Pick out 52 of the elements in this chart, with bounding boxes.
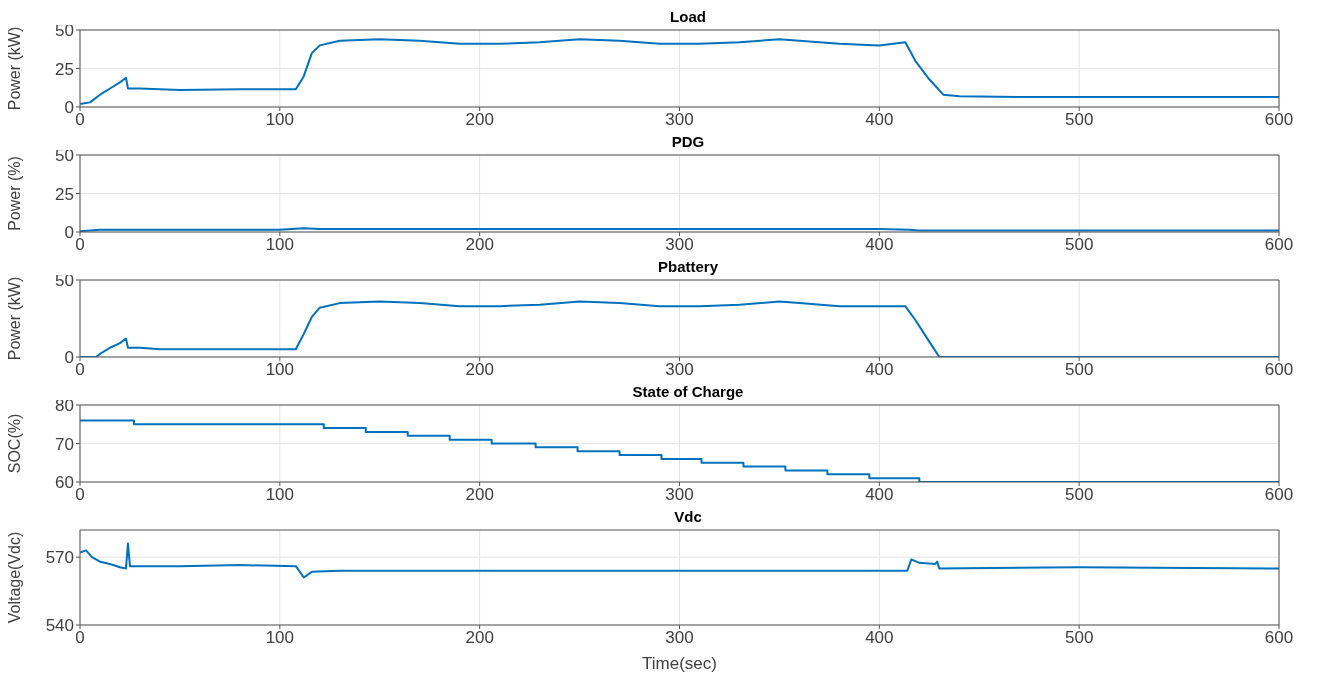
- x-tick-label: 600: [1264, 360, 1294, 380]
- x-tick-label: 100: [265, 628, 295, 648]
- y-axis-title: Power (%): [5, 156, 23, 231]
- y-tick-label: 80: [55, 396, 74, 416]
- y-axis-title: Power (kW): [5, 276, 23, 361]
- x-tick-label: 200: [465, 235, 494, 255]
- y-tick-label: 25: [55, 59, 74, 79]
- x-tick-label: 500: [1064, 235, 1094, 255]
- x-tick-label: 100: [265, 235, 295, 255]
- x-tick-label: 400: [865, 110, 894, 130]
- x-tick-label: 300: [665, 360, 694, 380]
- x-tick-label: 100: [265, 360, 295, 380]
- x-tick-label: 600: [1264, 628, 1294, 648]
- y-tick-label: 540: [45, 616, 74, 636]
- x-tick-label: 400: [865, 235, 894, 255]
- x-tick-label: 200: [465, 110, 494, 130]
- y-axis-title: Voltage(Vdc): [5, 531, 23, 624]
- x-tick-label: 300: [665, 235, 694, 255]
- x-tick-label: 300: [665, 628, 694, 648]
- y-tick-label: 70: [55, 434, 74, 454]
- y-axis-title: Power (kW): [5, 26, 23, 111]
- y-axis-title: SOC(%): [5, 413, 23, 474]
- x-tick-label: 600: [1264, 110, 1294, 130]
- x-tick-label: 300: [665, 485, 694, 505]
- x-tick-label: 200: [465, 628, 494, 648]
- x-tick-label: 500: [1064, 485, 1094, 505]
- y-tick-label: 50: [55, 271, 74, 291]
- x-tick-label: 100: [265, 110, 295, 130]
- chart-title: Load: [670, 8, 706, 25]
- y-tick-label: 25: [55, 184, 74, 204]
- x-tick-label: 600: [1264, 485, 1294, 505]
- x-tick-label: 600: [1264, 235, 1294, 255]
- y-tick-label: 60: [55, 473, 74, 493]
- line-series: [80, 542, 1279, 579]
- y-tick-label: 570: [45, 548, 74, 568]
- chart-title: Pbattery: [657, 258, 719, 275]
- x-tick-label: 200: [465, 360, 494, 380]
- y-tick-label: 50: [55, 146, 74, 166]
- x-tick-label: 500: [1064, 628, 1094, 648]
- chart-title: PDG: [671, 133, 705, 150]
- y-tick-label: 50: [55, 21, 74, 41]
- x-tick-label: 300: [665, 110, 694, 130]
- x-tick-label: 100: [265, 485, 295, 505]
- x-axis-title: Time(sec): [642, 654, 717, 673]
- x-tick-label: 500: [1064, 360, 1094, 380]
- x-tick-label: 400: [865, 485, 894, 505]
- x-tick-label: 500: [1064, 110, 1094, 130]
- x-tick-label: 400: [865, 628, 894, 648]
- x-tick-label: 200: [465, 485, 494, 505]
- x-tick-label: 400: [865, 360, 894, 380]
- chart-title: State of Charge: [632, 383, 744, 400]
- chart-title: Vdc: [673, 508, 703, 525]
